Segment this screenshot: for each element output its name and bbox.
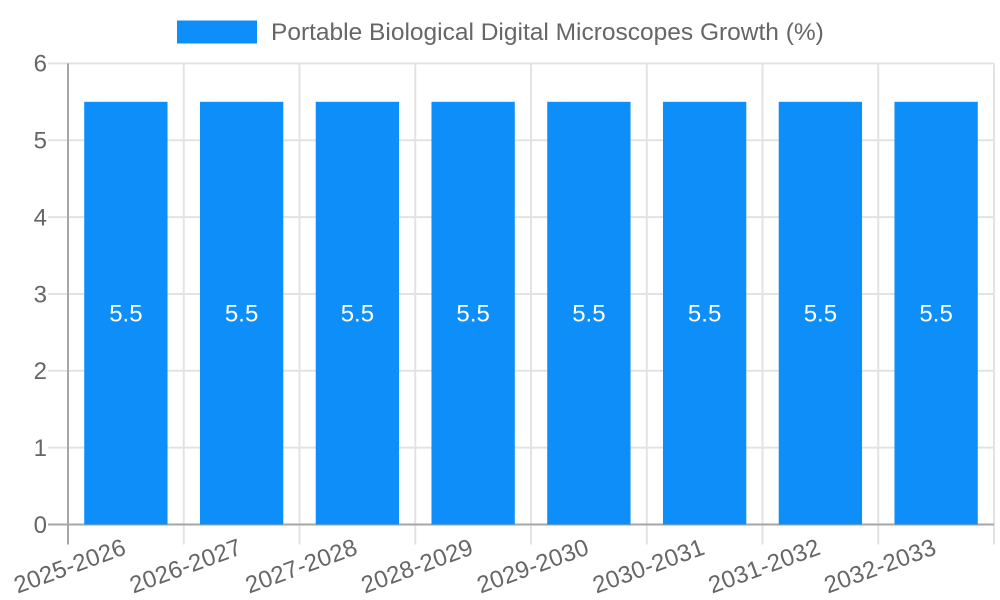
svg-text:0: 0 [34, 512, 47, 539]
svg-text:5.5: 5.5 [804, 301, 837, 328]
svg-text:5.5: 5.5 [341, 301, 374, 328]
svg-text:5.5: 5.5 [109, 301, 142, 328]
svg-text:6: 6 [34, 51, 47, 78]
svg-text:3: 3 [34, 281, 47, 308]
svg-text:5: 5 [34, 128, 47, 155]
svg-text:1: 1 [34, 435, 47, 462]
svg-text:5.5: 5.5 [919, 301, 952, 328]
svg-text:5.5: 5.5 [688, 301, 721, 328]
svg-text:4: 4 [34, 204, 47, 231]
svg-text:Portable Biological Digital Mi: Portable Biological Digital Microscopes … [271, 19, 824, 46]
svg-text:5.5: 5.5 [456, 301, 489, 328]
svg-text:5.5: 5.5 [572, 301, 605, 328]
svg-text:2: 2 [34, 358, 47, 385]
svg-text:5.5: 5.5 [225, 301, 258, 328]
